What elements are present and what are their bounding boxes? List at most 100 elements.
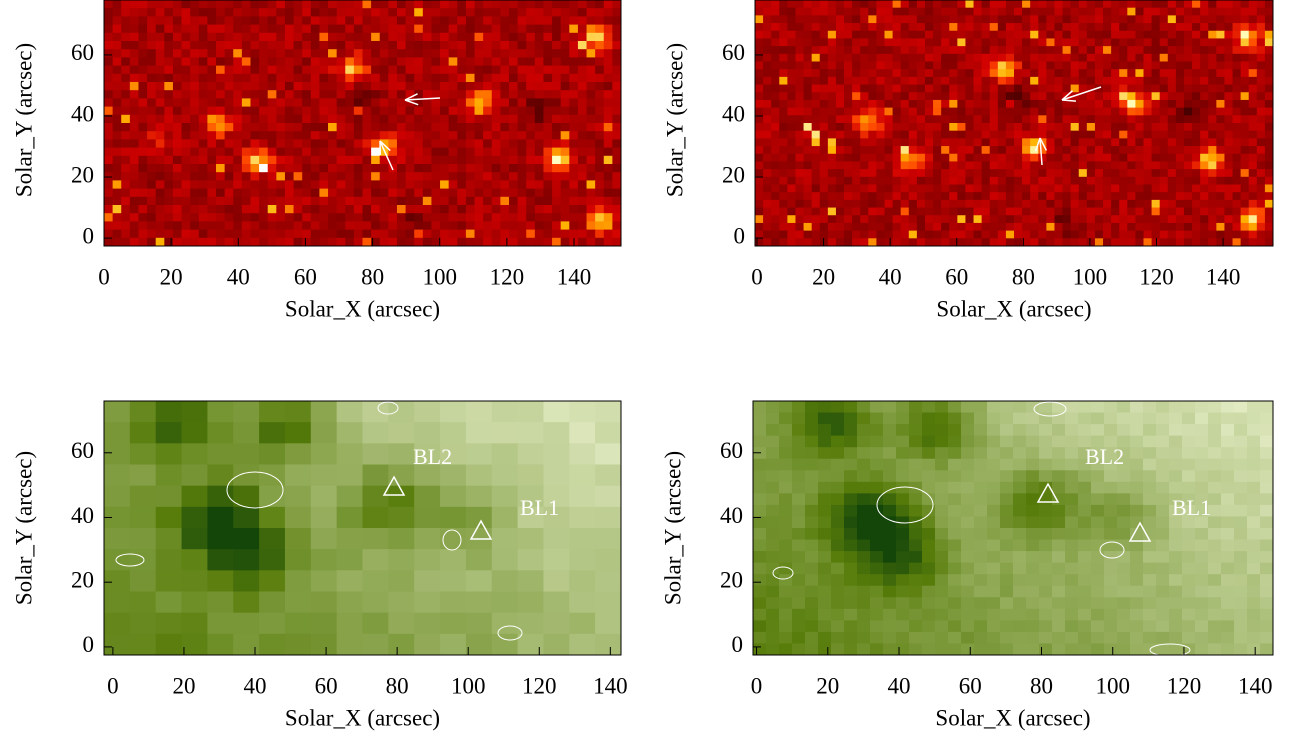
image-pixel (1111, 53, 1120, 63)
image-pixel (766, 516, 780, 529)
image-pixel (819, 230, 829, 239)
image-pixel (1192, 176, 1201, 186)
image-pixel (534, 196, 545, 206)
image-pixel (586, 123, 596, 132)
image-pixel (526, 123, 536, 132)
image-pixel (379, 8, 389, 17)
image-pixel (755, 215, 764, 224)
image-pixel (612, 24, 621, 34)
image-pixel (474, 196, 484, 206)
image-pixel (1054, 92, 1064, 101)
image-pixel (336, 196, 346, 206)
image-pixel (1247, 504, 1261, 518)
image-pixel (431, 123, 441, 132)
image-pixel (276, 221, 286, 231)
image-pixel (474, 180, 484, 190)
image-pixel (771, 192, 780, 201)
image-pixel (388, 16, 398, 26)
image-pixel (1022, 192, 1031, 201)
image-pixel (104, 147, 114, 157)
image-pixel (803, 207, 813, 216)
image-pixel (233, 485, 260, 508)
image-pixel (1078, 69, 1088, 78)
image-pixel (483, 196, 493, 206)
image-pixel (1022, 15, 1031, 24)
image-pixel (517, 32, 527, 42)
image-pixel (552, 106, 562, 116)
image-pixel (1046, 92, 1056, 101)
image-pixel (922, 516, 936, 529)
image-pixel (831, 539, 845, 552)
image-pixel (1117, 401, 1131, 414)
image-pixel (500, 98, 510, 108)
image-pixel (577, 8, 588, 17)
image-pixel (753, 574, 767, 587)
image-pixel (811, 99, 821, 109)
image-pixel (831, 447, 845, 460)
image-pixel (941, 69, 950, 78)
image-pixel (1234, 585, 1248, 598)
image-pixel (302, 8, 312, 17)
image-pixel (534, 114, 545, 124)
image-pixel (1156, 412, 1170, 425)
image-pixel (422, 237, 433, 246)
image-pixel (569, 106, 579, 116)
image-pixel (924, 76, 934, 86)
image-pixel (396, 155, 407, 165)
image-pixel (1062, 38, 1072, 47)
image-pixel (1103, 238, 1112, 246)
image-pixel (431, 172, 441, 181)
image-pixel (457, 0, 467, 9)
image-pixel (916, 176, 926, 186)
image-pixel (900, 130, 910, 139)
image-pixel (876, 115, 886, 124)
image-pixel (284, 24, 295, 34)
image-pixel (104, 229, 114, 239)
image-pixel (388, 464, 415, 487)
image-pixel (997, 84, 1007, 93)
image-pixel (517, 82, 527, 91)
image-pixel (284, 633, 312, 655)
image-pixel (345, 82, 355, 91)
image-pixel (405, 172, 415, 181)
image-pixel (414, 57, 424, 67)
image-pixel (818, 585, 832, 598)
image-pixel (1117, 539, 1131, 552)
image-pixel (1039, 597, 1053, 610)
image-pixel (310, 24, 321, 34)
image-pixel (293, 147, 303, 157)
image-pixel (155, 612, 183, 635)
image-pixel (310, 114, 321, 124)
image-pixel (876, 138, 886, 147)
image-pixel (491, 196, 501, 206)
image-pixel (1143, 30, 1153, 40)
image-pixel (457, 237, 467, 246)
image-pixel (310, 106, 321, 116)
image-pixel (997, 207, 1007, 216)
image-pixel (1094, 169, 1104, 178)
image-pixel (1054, 215, 1064, 224)
image-pixel (961, 539, 975, 552)
image-pixel (1208, 585, 1222, 598)
image-pixel (104, 633, 131, 655)
image-pixel (216, 16, 226, 26)
image-pixel (916, 115, 926, 124)
image-pixel (388, 180, 398, 190)
image-pixel (276, 237, 286, 246)
image-pixel (422, 131, 433, 140)
image-pixel (560, 57, 570, 67)
image-pixel (1054, 23, 1064, 32)
image-pixel (1070, 61, 1080, 70)
image-pixel (379, 41, 389, 50)
image-pixel (293, 82, 303, 91)
image-pixel (1248, 53, 1258, 63)
image-pixel (1046, 38, 1056, 47)
image-pixel (198, 8, 208, 17)
image-pixel (422, 73, 433, 83)
image-pixel (1111, 0, 1120, 9)
image-pixel (779, 215, 788, 224)
image-pixel (1062, 123, 1072, 132)
image-pixel (1175, 138, 1185, 147)
image-pixel (844, 528, 858, 541)
image-pixel (1135, 161, 1145, 170)
